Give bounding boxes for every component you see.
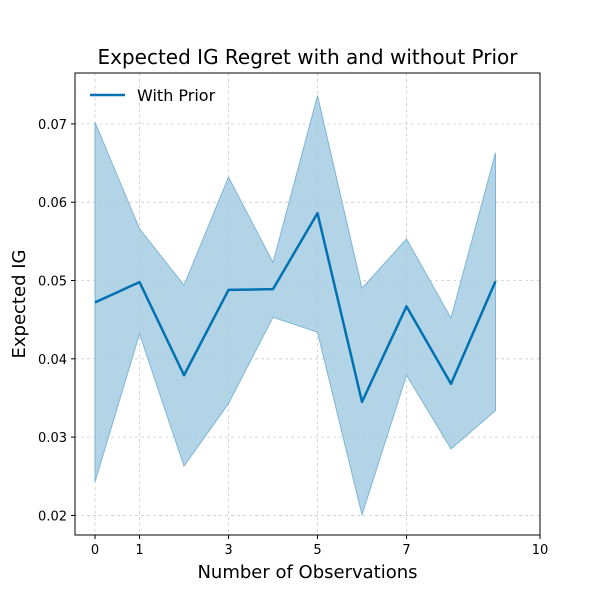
y-axis-label: Expected IG (9, 250, 30, 359)
legend: With Prior (90, 86, 216, 105)
y-tick-label: 0.05 (38, 275, 67, 290)
y-axis: 0.02 0.03 0.04 0.05 0.06 0.07 (38, 118, 75, 524)
y-tick-label: 0.07 (38, 118, 67, 133)
chart-title: Expected IG Regret with and without Prio… (98, 45, 519, 69)
line-layer (94, 211, 497, 404)
x-axis-label: Number of Observations (197, 562, 417, 583)
x-axis: 0 1 3 5 7 10 (91, 535, 548, 558)
y-tick-label: 0.02 (38, 509, 67, 524)
band-layer (94, 95, 497, 517)
legend-label-with-prior: With Prior (137, 86, 216, 105)
x-tick-label: 1 (135, 543, 143, 558)
x-tick-label: 0 (91, 543, 99, 558)
y-tick-label: 0.06 (38, 196, 67, 211)
plot-frame (74, 72, 541, 536)
x-tick-label: 7 (402, 543, 410, 558)
x-tick-label: 5 (313, 543, 321, 558)
y-tick-label: 0.03 (38, 431, 67, 446)
x-tick-label: 10 (532, 543, 549, 558)
y-tick-label: 0.04 (38, 353, 67, 368)
x-tick-label: 3 (224, 543, 232, 558)
series-line (94, 211, 497, 404)
confidence-band (94, 95, 497, 517)
